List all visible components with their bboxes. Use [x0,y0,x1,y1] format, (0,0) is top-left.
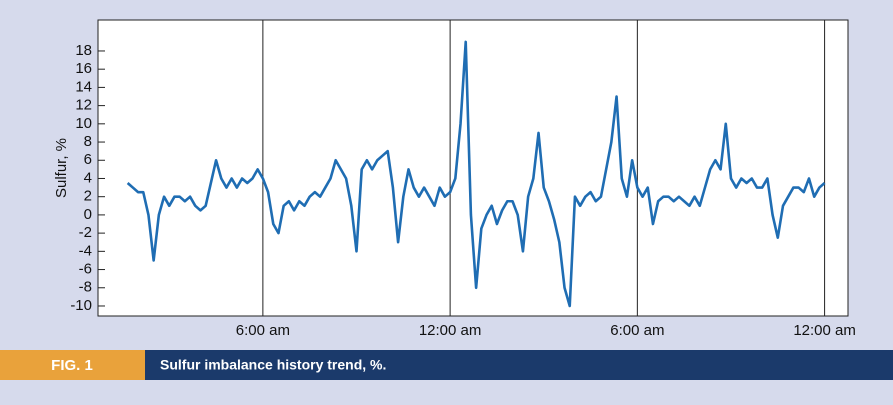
y-tick-label: 2 [84,188,92,205]
y-tick-label: -8 [79,279,92,296]
y-tick-label: 16 [75,60,92,77]
x-tick-label: 6:00 am [236,322,290,339]
x-tick-label: 12:00 am [793,322,856,339]
y-tick-label: 10 [75,115,92,132]
caption-bar [0,350,893,380]
y-tick-label: -2 [79,224,92,241]
y-tick-label: -4 [79,242,92,259]
caption: Sulfur imbalance history trend, %. [160,357,386,373]
figure-label: FIG. 1 [51,357,93,374]
plot-area [97,19,849,317]
data-line [126,40,826,308]
figure-label-box [0,350,145,380]
y-tick-label: -10 [70,297,92,314]
y-tick-label: 4 [84,169,92,186]
x-tick-label: 6:00 am [610,322,664,339]
x-tick-label: 12:00 am [419,322,482,339]
y-tick-label: 6 [84,151,92,168]
y-axis-label: Sulfur, % [53,138,70,198]
y-tick-label: 0 [84,206,92,223]
y-tick-label: -6 [79,261,92,278]
y-tick-label: 8 [84,133,92,150]
y-tick-label: 12 [75,97,92,114]
y-tick-label: 14 [75,78,92,95]
y-tick-label: 18 [75,42,92,59]
